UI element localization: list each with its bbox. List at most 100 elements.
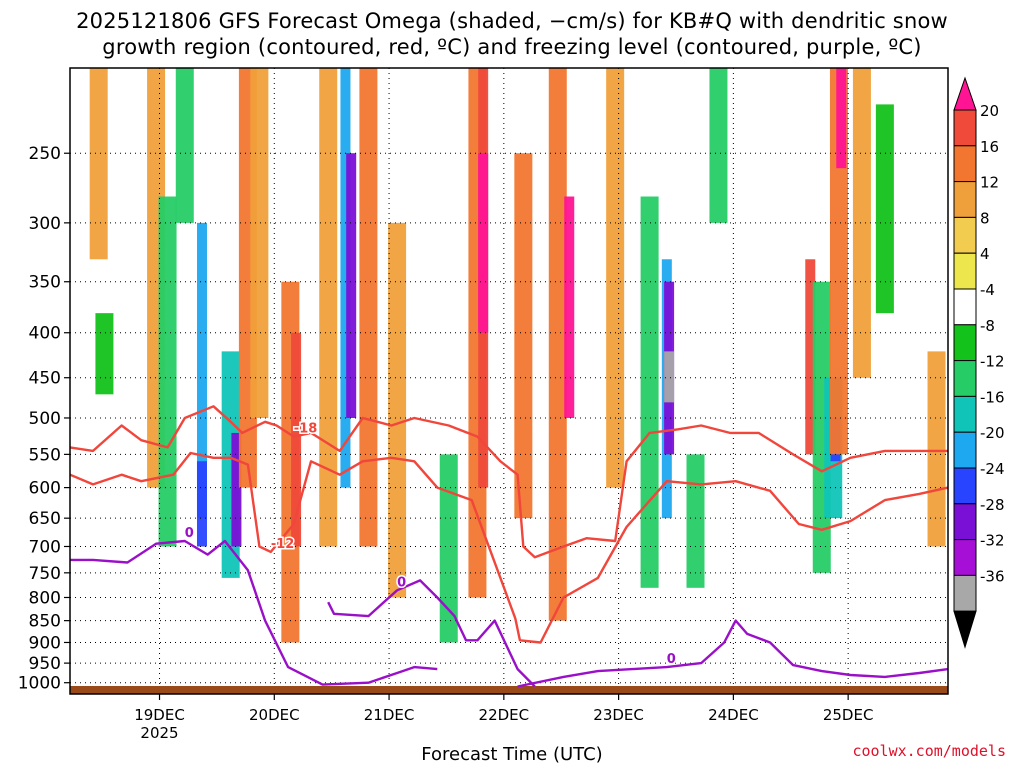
contour-line bbox=[69, 451, 949, 644]
omega-cell bbox=[439, 454, 458, 643]
y-tick-label: 700 bbox=[29, 537, 61, 557]
contour-line bbox=[70, 539, 438, 686]
colorbar-swatch bbox=[953, 574, 977, 612]
x-tick-label: 19DEC bbox=[134, 706, 185, 724]
omega-cell bbox=[231, 432, 242, 547]
contour-line bbox=[327, 579, 536, 688]
colorbar-swatch bbox=[953, 360, 977, 397]
omega-cell bbox=[95, 313, 114, 395]
title-line-2: growth region (contoured, red, ºC) and f… bbox=[102, 35, 922, 59]
colorbar-label: -36 bbox=[980, 567, 1005, 585]
y-tick-label: 500 bbox=[29, 409, 61, 429]
contour-line bbox=[69, 405, 948, 559]
colorbar-label: -4 bbox=[980, 281, 995, 299]
omega-cell bbox=[514, 153, 533, 519]
y-tick-label: 400 bbox=[29, 324, 61, 344]
omega-cell bbox=[478, 153, 489, 333]
colorbar: 20 16 12 8 4 -4 -8 -12 -16 -20 -24 -28 -32 -36 bbox=[953, 76, 1005, 649]
colorbar-arrow-bottom bbox=[953, 610, 977, 649]
omega-cell bbox=[388, 222, 407, 598]
colorbar-swatch bbox=[953, 216, 977, 254]
contour-label: -18 bbox=[294, 422, 318, 437]
omega-cell bbox=[158, 196, 177, 547]
omega-cell bbox=[319, 68, 338, 547]
colorbar-label: -28 bbox=[980, 496, 1005, 514]
y-tick-label: 650 bbox=[29, 509, 61, 529]
omega-cell bbox=[640, 196, 659, 588]
x-tick-label: 22DEC bbox=[479, 706, 530, 724]
colorbar-label: 12 bbox=[980, 174, 999, 192]
x-tick-label: 21DEC bbox=[364, 706, 415, 724]
omega-cell bbox=[250, 68, 269, 418]
colorbar-label: -24 bbox=[980, 460, 1005, 478]
y-tick-label: 350 bbox=[29, 273, 61, 293]
omega-cell bbox=[340, 68, 351, 488]
colorbar-swatch bbox=[953, 288, 977, 326]
colorbar-swatch bbox=[953, 324, 977, 362]
contour-label: -12 bbox=[271, 537, 295, 552]
x-tick-sublabel: 2025 bbox=[140, 724, 178, 742]
omega-cell bbox=[359, 68, 378, 547]
y-axis: 2503003504004505005506006507007508008509… bbox=[18, 144, 70, 694]
x-tick-label: 23DEC bbox=[593, 706, 644, 724]
y-tick-label: 250 bbox=[29, 144, 61, 164]
omega-cell bbox=[606, 68, 625, 488]
omega-cell bbox=[548, 68, 567, 621]
contour-lines: -18 -12 0 0 0 bbox=[69, 405, 949, 688]
contour-line bbox=[517, 619, 949, 688]
omega-shading bbox=[89, 68, 946, 643]
omega-cell bbox=[709, 68, 728, 223]
y-tick-label: 850 bbox=[29, 612, 61, 632]
omega-cell bbox=[175, 68, 194, 223]
omega-cell bbox=[196, 222, 207, 519]
colorbar-swatch bbox=[953, 181, 977, 218]
y-tick-label: 750 bbox=[29, 564, 61, 584]
omega-cell bbox=[564, 196, 575, 418]
omega-cell bbox=[852, 68, 871, 378]
y-tick-label: 550 bbox=[29, 445, 61, 465]
omega-cell bbox=[291, 332, 302, 547]
x-tick-label: 25DEC bbox=[823, 706, 874, 724]
colorbar-swatch bbox=[953, 503, 977, 541]
y-tick-label: 950 bbox=[29, 654, 61, 674]
omega-cell bbox=[346, 153, 357, 418]
ground-terrain bbox=[70, 686, 948, 694]
omega-cell bbox=[686, 454, 705, 588]
contour-label: 0 bbox=[397, 575, 406, 590]
omega-cell bbox=[875, 104, 894, 314]
y-tick-label: 900 bbox=[29, 633, 61, 653]
y-tick-label: 300 bbox=[29, 214, 61, 234]
colorbar-label: 16 bbox=[980, 138, 999, 156]
colorbar-swatch bbox=[953, 252, 977, 290]
chart-title: 2025121806 GFS Forecast Omega (shaded, −… bbox=[0, 8, 1024, 60]
contour-label: 0 bbox=[185, 526, 194, 541]
plot-frame bbox=[69, 67, 949, 695]
watermark: coolwx.com/models bbox=[852, 742, 1006, 760]
colorbar-swatch bbox=[953, 145, 977, 183]
omega-cell bbox=[196, 461, 207, 547]
y-tick-label: 1000 bbox=[18, 674, 61, 694]
colorbar-label: -12 bbox=[980, 353, 1005, 371]
colorbar-swatch bbox=[953, 431, 977, 469]
y-tick-label: 800 bbox=[29, 588, 61, 608]
omega-cell bbox=[927, 351, 946, 547]
colorbar-label: 8 bbox=[980, 209, 990, 227]
y-tick-label: 600 bbox=[29, 479, 61, 499]
omega-cell bbox=[805, 259, 816, 455]
omega-cell bbox=[664, 351, 675, 403]
colorbar-label: 20 bbox=[980, 102, 999, 120]
colorbar-swatch bbox=[953, 539, 977, 576]
colorbar-label: -16 bbox=[980, 388, 1005, 406]
colorbar-swatch bbox=[953, 395, 977, 433]
colorbar-swatch bbox=[953, 109, 977, 147]
x-axis-label: Forecast Time (UTC) bbox=[421, 744, 603, 765]
x-tick-label: 20DEC bbox=[249, 706, 300, 724]
omega-cell bbox=[89, 68, 108, 260]
colorbar-label: -20 bbox=[980, 424, 1005, 442]
colorbar-label: -32 bbox=[980, 532, 1005, 550]
y-tick-label: 450 bbox=[29, 369, 61, 389]
x-tick-label: 24DEC bbox=[708, 706, 759, 724]
title-line-1: 2025121806 GFS Forecast Omega (shaded, −… bbox=[76, 9, 948, 33]
